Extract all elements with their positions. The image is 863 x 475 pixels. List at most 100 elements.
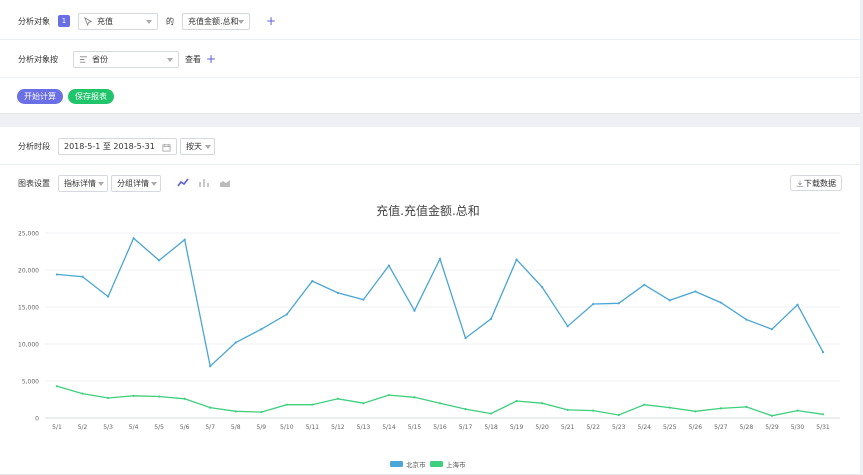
data-point[interactable] (592, 409, 595, 412)
data-point[interactable] (566, 325, 569, 328)
data-point[interactable] (541, 285, 544, 289)
data-point[interactable] (106, 295, 110, 298)
data-point[interactable] (234, 341, 237, 344)
data-point[interactable] (158, 395, 161, 398)
data-point[interactable] (55, 273, 59, 276)
data-point[interactable] (719, 407, 722, 410)
period-label: 分析时段 (18, 141, 50, 151)
data-point[interactable] (285, 403, 288, 406)
list-icon (79, 55, 88, 63)
x-tick-label: 5/18 (484, 424, 498, 431)
metric-select-value: 充值金额.总和 (188, 16, 239, 26)
data-point[interactable] (336, 397, 339, 400)
data-point[interactable] (285, 313, 288, 316)
x-tick-label: 5/22 (586, 424, 600, 431)
data-point[interactable] (81, 392, 84, 395)
data-point[interactable] (643, 403, 646, 406)
save-report-button[interactable]: 保存报表 (68, 88, 114, 104)
line-chart-icon[interactable] (177, 178, 189, 188)
data-point[interactable] (464, 336, 467, 340)
data-point[interactable] (234, 410, 237, 413)
data-point[interactable] (694, 290, 697, 293)
x-tick-label: 5/29 (765, 424, 779, 431)
data-point[interactable] (489, 412, 493, 415)
data-point[interactable] (260, 328, 263, 331)
data-point[interactable] (413, 309, 416, 312)
data-point[interactable] (464, 408, 467, 411)
x-tick-label: 5/30 (791, 424, 805, 431)
data-point[interactable] (668, 406, 671, 409)
chevron-down-icon (167, 57, 173, 62)
legend-label[interactable]: 上海市 (446, 460, 466, 469)
data-point[interactable] (566, 408, 569, 411)
data-point[interactable] (770, 328, 774, 331)
data-point[interactable] (617, 302, 620, 305)
legend-label[interactable]: 北京市 (406, 460, 426, 469)
data-point[interactable] (438, 257, 442, 260)
view-label: 查看 (185, 54, 201, 64)
data-point[interactable] (719, 301, 722, 304)
data-point[interactable] (592, 302, 595, 306)
data-point[interactable] (796, 303, 799, 306)
granularity-select[interactable]: 按天 (180, 137, 215, 155)
data-point[interactable] (489, 317, 493, 320)
data-point[interactable] (106, 396, 110, 400)
download-data-button[interactable]: 下载数据 (790, 175, 842, 191)
date-range-picker[interactable]: 2018-5-1 至 2018-5-31 (58, 137, 177, 155)
group-select[interactable]: 省份 (73, 50, 179, 68)
x-tick-label: 5/24 (638, 424, 652, 431)
data-point[interactable] (541, 402, 544, 405)
x-tick-label: 5/13 (357, 424, 371, 431)
data-point[interactable] (311, 280, 314, 283)
data-point[interactable] (336, 291, 339, 295)
data-point[interactable] (81, 275, 84, 278)
data-point[interactable] (515, 399, 518, 403)
x-tick-label: 5/17 (459, 424, 473, 431)
x-tick-label: 5/8 (231, 424, 241, 431)
data-point[interactable] (132, 237, 135, 240)
data-point[interactable] (515, 258, 518, 261)
data-point[interactable] (413, 396, 416, 399)
x-tick-label: 5/4 (129, 424, 139, 431)
data-point[interactable] (668, 299, 671, 302)
x-tick-label: 5/11 (306, 424, 320, 431)
data-point[interactable] (387, 264, 391, 267)
data-point[interactable] (643, 283, 646, 286)
event-select[interactable]: 充值 (78, 12, 158, 30)
data-point[interactable] (158, 259, 161, 262)
data-point[interactable] (745, 318, 748, 321)
date-range-value: 2018-5-1 至 2018-5-31 (64, 141, 155, 151)
data-point[interactable] (209, 365, 212, 368)
x-tick-label: 5/25 (663, 424, 677, 431)
data-point[interactable] (821, 351, 825, 354)
data-point[interactable] (183, 238, 186, 241)
legend-swatch (390, 461, 403, 467)
y-tick-label: 5,000 (22, 379, 39, 386)
metric-select[interactable]: 充值金额.总和 (182, 12, 250, 30)
data-point[interactable] (821, 413, 825, 416)
data-point[interactable] (796, 409, 799, 412)
data-point[interactable] (209, 406, 212, 409)
data-point[interactable] (387, 393, 391, 397)
data-point[interactable] (55, 385, 59, 388)
x-tick-label: 5/6 (180, 424, 190, 431)
data-point[interactable] (770, 414, 774, 417)
data-point[interactable] (438, 402, 442, 405)
add-metric-icon[interactable]: + (266, 14, 277, 28)
area-chart-icon[interactable] (219, 178, 231, 188)
data-point[interactable] (362, 298, 365, 301)
data-point[interactable] (132, 394, 135, 397)
data-point[interactable] (694, 410, 697, 413)
bar-chart-icon[interactable] (198, 178, 210, 188)
x-tick-label: 5/14 (382, 424, 396, 431)
start-compute-button[interactable]: 开始计算 (17, 88, 63, 104)
data-point[interactable] (745, 405, 748, 408)
group-detail-select[interactable]: 分组详情 (111, 174, 161, 192)
data-point[interactable] (311, 403, 314, 406)
metric-detail-select[interactable]: 指标详情 (58, 174, 108, 192)
data-point[interactable] (183, 397, 186, 400)
data-point[interactable] (260, 410, 263, 414)
add-group-icon[interactable]: + (206, 52, 217, 66)
data-point[interactable] (362, 402, 365, 405)
data-point[interactable] (617, 413, 620, 417)
